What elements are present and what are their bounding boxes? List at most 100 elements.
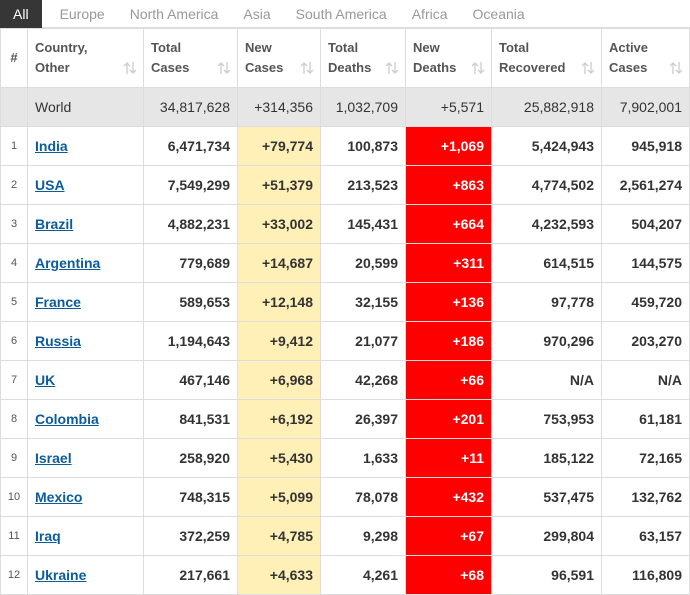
tab[interactable]: Asia [243, 5, 271, 22]
country-row: 4 Argentina 779,689 +14,687 20,599 +311 614,51… [0, 243, 690, 283]
sort-icon[interactable] [385, 61, 399, 75]
column-header[interactable]: Total Cases [143, 28, 238, 88]
cell: +66 [405, 360, 492, 400]
cell: +136 [405, 282, 492, 322]
tab[interactable]: South America [295, 5, 387, 22]
tab[interactable]: North America [129, 5, 219, 22]
cell: +5,430 [237, 438, 321, 478]
header-row: # Country, Other Total Cases New Cases Total Dea… [0, 28, 690, 88]
column-header[interactable]: New Cases [237, 28, 321, 88]
country-link[interactable]: Iraq [35, 528, 61, 544]
cell: 1,633 [320, 438, 406, 478]
cell: +664 [405, 204, 492, 244]
cell: 4,232,593 [491, 204, 602, 244]
cell: 6 [0, 321, 28, 361]
cell: +432 [405, 477, 492, 517]
cell: 26,397 [320, 399, 406, 439]
country-row: 3 Brazil 4,882,231 +33,002 145,431 +664 4,232,… [0, 204, 690, 244]
cell: 1,032,709 [320, 87, 406, 127]
cell: 213,523 [320, 165, 406, 205]
cell: 32,155 [320, 282, 406, 322]
column-header[interactable]: Total Recovered [491, 28, 602, 88]
column-header[interactable]: New Deaths [405, 28, 492, 88]
cell: 779,689 [143, 243, 238, 283]
header-text: Deaths [413, 60, 457, 75]
cell: 144,575 [601, 243, 690, 283]
country-link[interactable]: UK [35, 372, 56, 388]
sort-icon[interactable] [123, 61, 137, 75]
header-text: Country, [35, 40, 88, 55]
country-link[interactable]: Russia [35, 333, 81, 349]
cell: Argentina [27, 243, 144, 283]
sort-icon[interactable] [217, 61, 231, 75]
sort-icon[interactable] [581, 61, 595, 75]
cell: 203,270 [601, 321, 690, 361]
column-header[interactable]: Active Cases [601, 28, 690, 88]
cell: France [27, 282, 144, 322]
cell: 9,298 [320, 516, 406, 556]
tab[interactable]: All [0, 0, 42, 28]
header-text: Other [35, 60, 70, 75]
cell: 4 [0, 243, 28, 283]
cell: +12,148 [237, 282, 321, 322]
cell: 537,475 [491, 477, 602, 517]
tabs: All Europe North America Asia South America A… [0, 0, 690, 28]
cell: Colombia [27, 399, 144, 439]
cell: 42,268 [320, 360, 406, 400]
country-row: 5 France 589,653 +12,148 32,155 +136 97,778 459… [0, 282, 690, 322]
header-text: Total [328, 40, 359, 55]
tab[interactable]: Oceania [472, 5, 525, 22]
country-link[interactable]: USA [35, 177, 65, 193]
cell: Russia [27, 321, 144, 361]
country-link[interactable]: Mexico [35, 489, 83, 505]
tab[interactable]: Africa [411, 5, 448, 22]
header-text: Cases [245, 60, 284, 75]
cell: 945,918 [601, 126, 690, 166]
country-link[interactable]: Brazil [35, 216, 74, 232]
country-link[interactable]: Israel [35, 450, 72, 466]
cell: 841,531 [143, 399, 238, 439]
country-link[interactable]: Ukraine [35, 567, 87, 583]
country-row: 12 Ukraine 217,661 +4,633 4,261 +68 96,591 116,… [0, 555, 690, 595]
cell: +51,379 [237, 165, 321, 205]
cell: 459,720 [601, 282, 690, 322]
country-row: 6 Russia 1,194,643 +9,412 21,077 +186 970,296 2… [0, 321, 690, 361]
cell: +79,774 [237, 126, 321, 166]
country-link[interactable]: India [35, 138, 68, 154]
cell: 8 [0, 399, 28, 439]
country-link[interactable]: Colombia [35, 411, 99, 427]
cell: 372,259 [143, 516, 238, 556]
cell: 185,122 [491, 438, 602, 478]
country-row: 2 USA 7,549,299 +51,379 213,523 +863 4,774,502… [0, 165, 690, 205]
cell: Iraq [27, 516, 144, 556]
sort-icon[interactable] [669, 61, 683, 75]
country-link[interactable]: France [35, 294, 81, 310]
country-link[interactable]: Argentina [35, 255, 101, 271]
cell: 299,804 [491, 516, 602, 556]
tab[interactable]: Europe [59, 5, 105, 22]
cell: +863 [405, 165, 492, 205]
covid-table: # Country, Other Total Cases New Cases Total Dea… [0, 28, 690, 595]
cell: 34,817,628 [143, 87, 238, 127]
column-header: # [0, 28, 28, 88]
cell: 116,809 [601, 555, 690, 595]
cell: India [27, 126, 144, 166]
cell: 12 [0, 555, 28, 595]
header-text: Total [151, 40, 182, 55]
cell: 132,762 [601, 477, 690, 517]
cell: +14,687 [237, 243, 321, 283]
column-header[interactable]: Total Deaths [320, 28, 406, 88]
cell: +6,968 [237, 360, 321, 400]
cell: 753,953 [491, 399, 602, 439]
sort-icon[interactable] [471, 61, 485, 75]
cell: 5 [0, 282, 28, 322]
cell: +1,069 [405, 126, 492, 166]
cell: 20,599 [320, 243, 406, 283]
cell: 6,471,734 [143, 126, 238, 166]
country-row: 9 Israel 258,920 +5,430 1,633 +11 185,122 72,16… [0, 438, 690, 478]
column-header[interactable]: Country, Other [27, 28, 144, 88]
cell: USA [27, 165, 144, 205]
sort-icon[interactable] [300, 61, 314, 75]
cell: 748,315 [143, 477, 238, 517]
